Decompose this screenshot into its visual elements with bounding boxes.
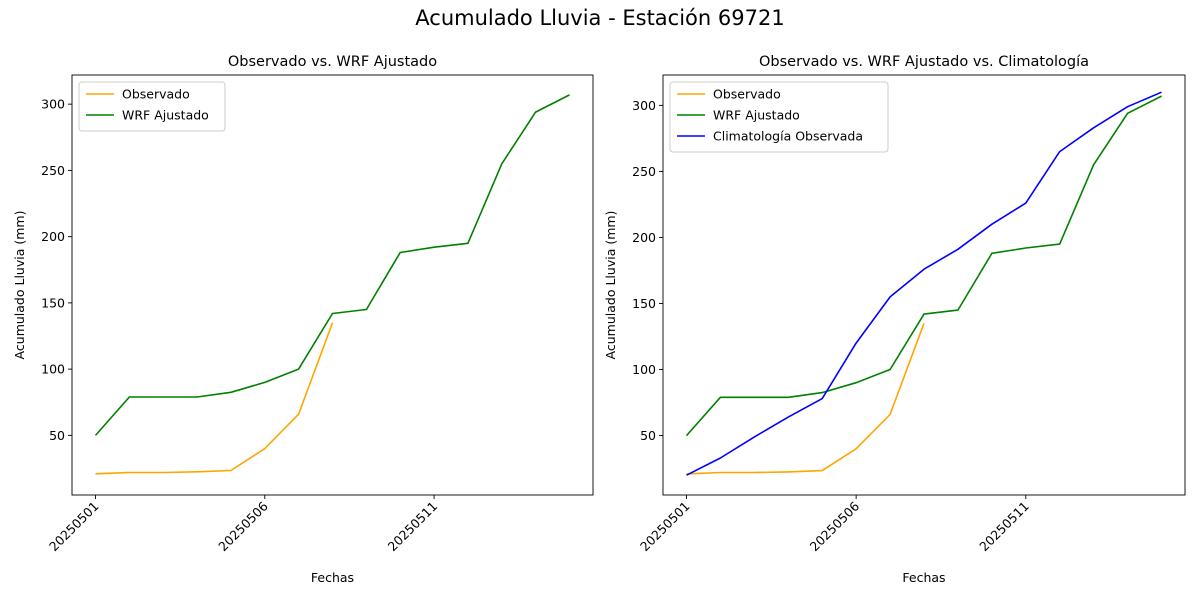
y-axis-label: Acumulado Lluvia (mm)	[603, 211, 618, 360]
panel-1: Observado vs. WRF Ajustado 50 100 150 200 250…	[12, 54, 594, 585]
y-tick-label: 100	[632, 362, 656, 377]
x-tick-label: 20250506	[215, 498, 271, 554]
y-tick-label: 50	[49, 428, 65, 443]
plot-frame	[662, 74, 1186, 496]
series-line-observado	[95, 322, 334, 475]
legend-label: Observado	[122, 87, 190, 102]
x-tick-label: 20250511	[385, 499, 441, 555]
y-tick-label: 250	[41, 163, 65, 178]
y-tick-label: 150	[632, 296, 656, 311]
y-tick-label: 200	[41, 229, 65, 244]
legend-label: WRF Ajustado	[713, 108, 800, 123]
figure-suptitle: Acumulado Lluvia - Estación 69721	[415, 6, 785, 30]
legend: Observado WRF Ajustado	[78, 81, 226, 132]
x-axis-label: Fechas	[902, 570, 945, 585]
legend-box	[669, 81, 889, 153]
series-line-observado	[686, 323, 925, 475]
y-axis-label: Acumulado Lluvia (mm)	[12, 211, 27, 360]
y-tick-label: 150	[41, 295, 65, 310]
y-tick-label: 100	[41, 362, 65, 377]
legend-box	[78, 81, 226, 132]
legend-label: Climatología Observada	[713, 129, 863, 144]
panel-title: Observado vs. WRF Ajustado	[228, 54, 437, 70]
legend-label: Observado	[713, 87, 781, 102]
plot-frame	[71, 74, 594, 496]
y-tick-label: 50	[640, 428, 656, 443]
x-axis-label: Fechas	[311, 570, 354, 585]
x-tick-label: 20250501	[637, 499, 693, 555]
y-tick-label: 250	[632, 164, 656, 179]
panel-title: Observado vs. WRF Ajustado vs. Climatolo…	[759, 54, 1089, 70]
x-tick-label: 20250511	[976, 499, 1032, 555]
x-tick-label: 20250506	[807, 498, 863, 554]
x-tick-label: 20250501	[46, 499, 102, 555]
y-tick-label: 300	[41, 97, 65, 112]
panel-2: Observado vs. WRF Ajustado vs. Climatolo…	[603, 54, 1186, 585]
series-line-wrf-ajustado	[94, 94, 570, 436]
series-line-climatología-observada	[686, 91, 1162, 476]
series-line-wrf-ajustado	[685, 95, 1162, 437]
y-tick-label: 200	[632, 230, 656, 245]
y-tick-label: 300	[632, 98, 656, 113]
legend-label: WRF Ajustado	[122, 108, 209, 123]
legend: Observado WRF Ajustado Climatología Observ…	[669, 81, 889, 153]
